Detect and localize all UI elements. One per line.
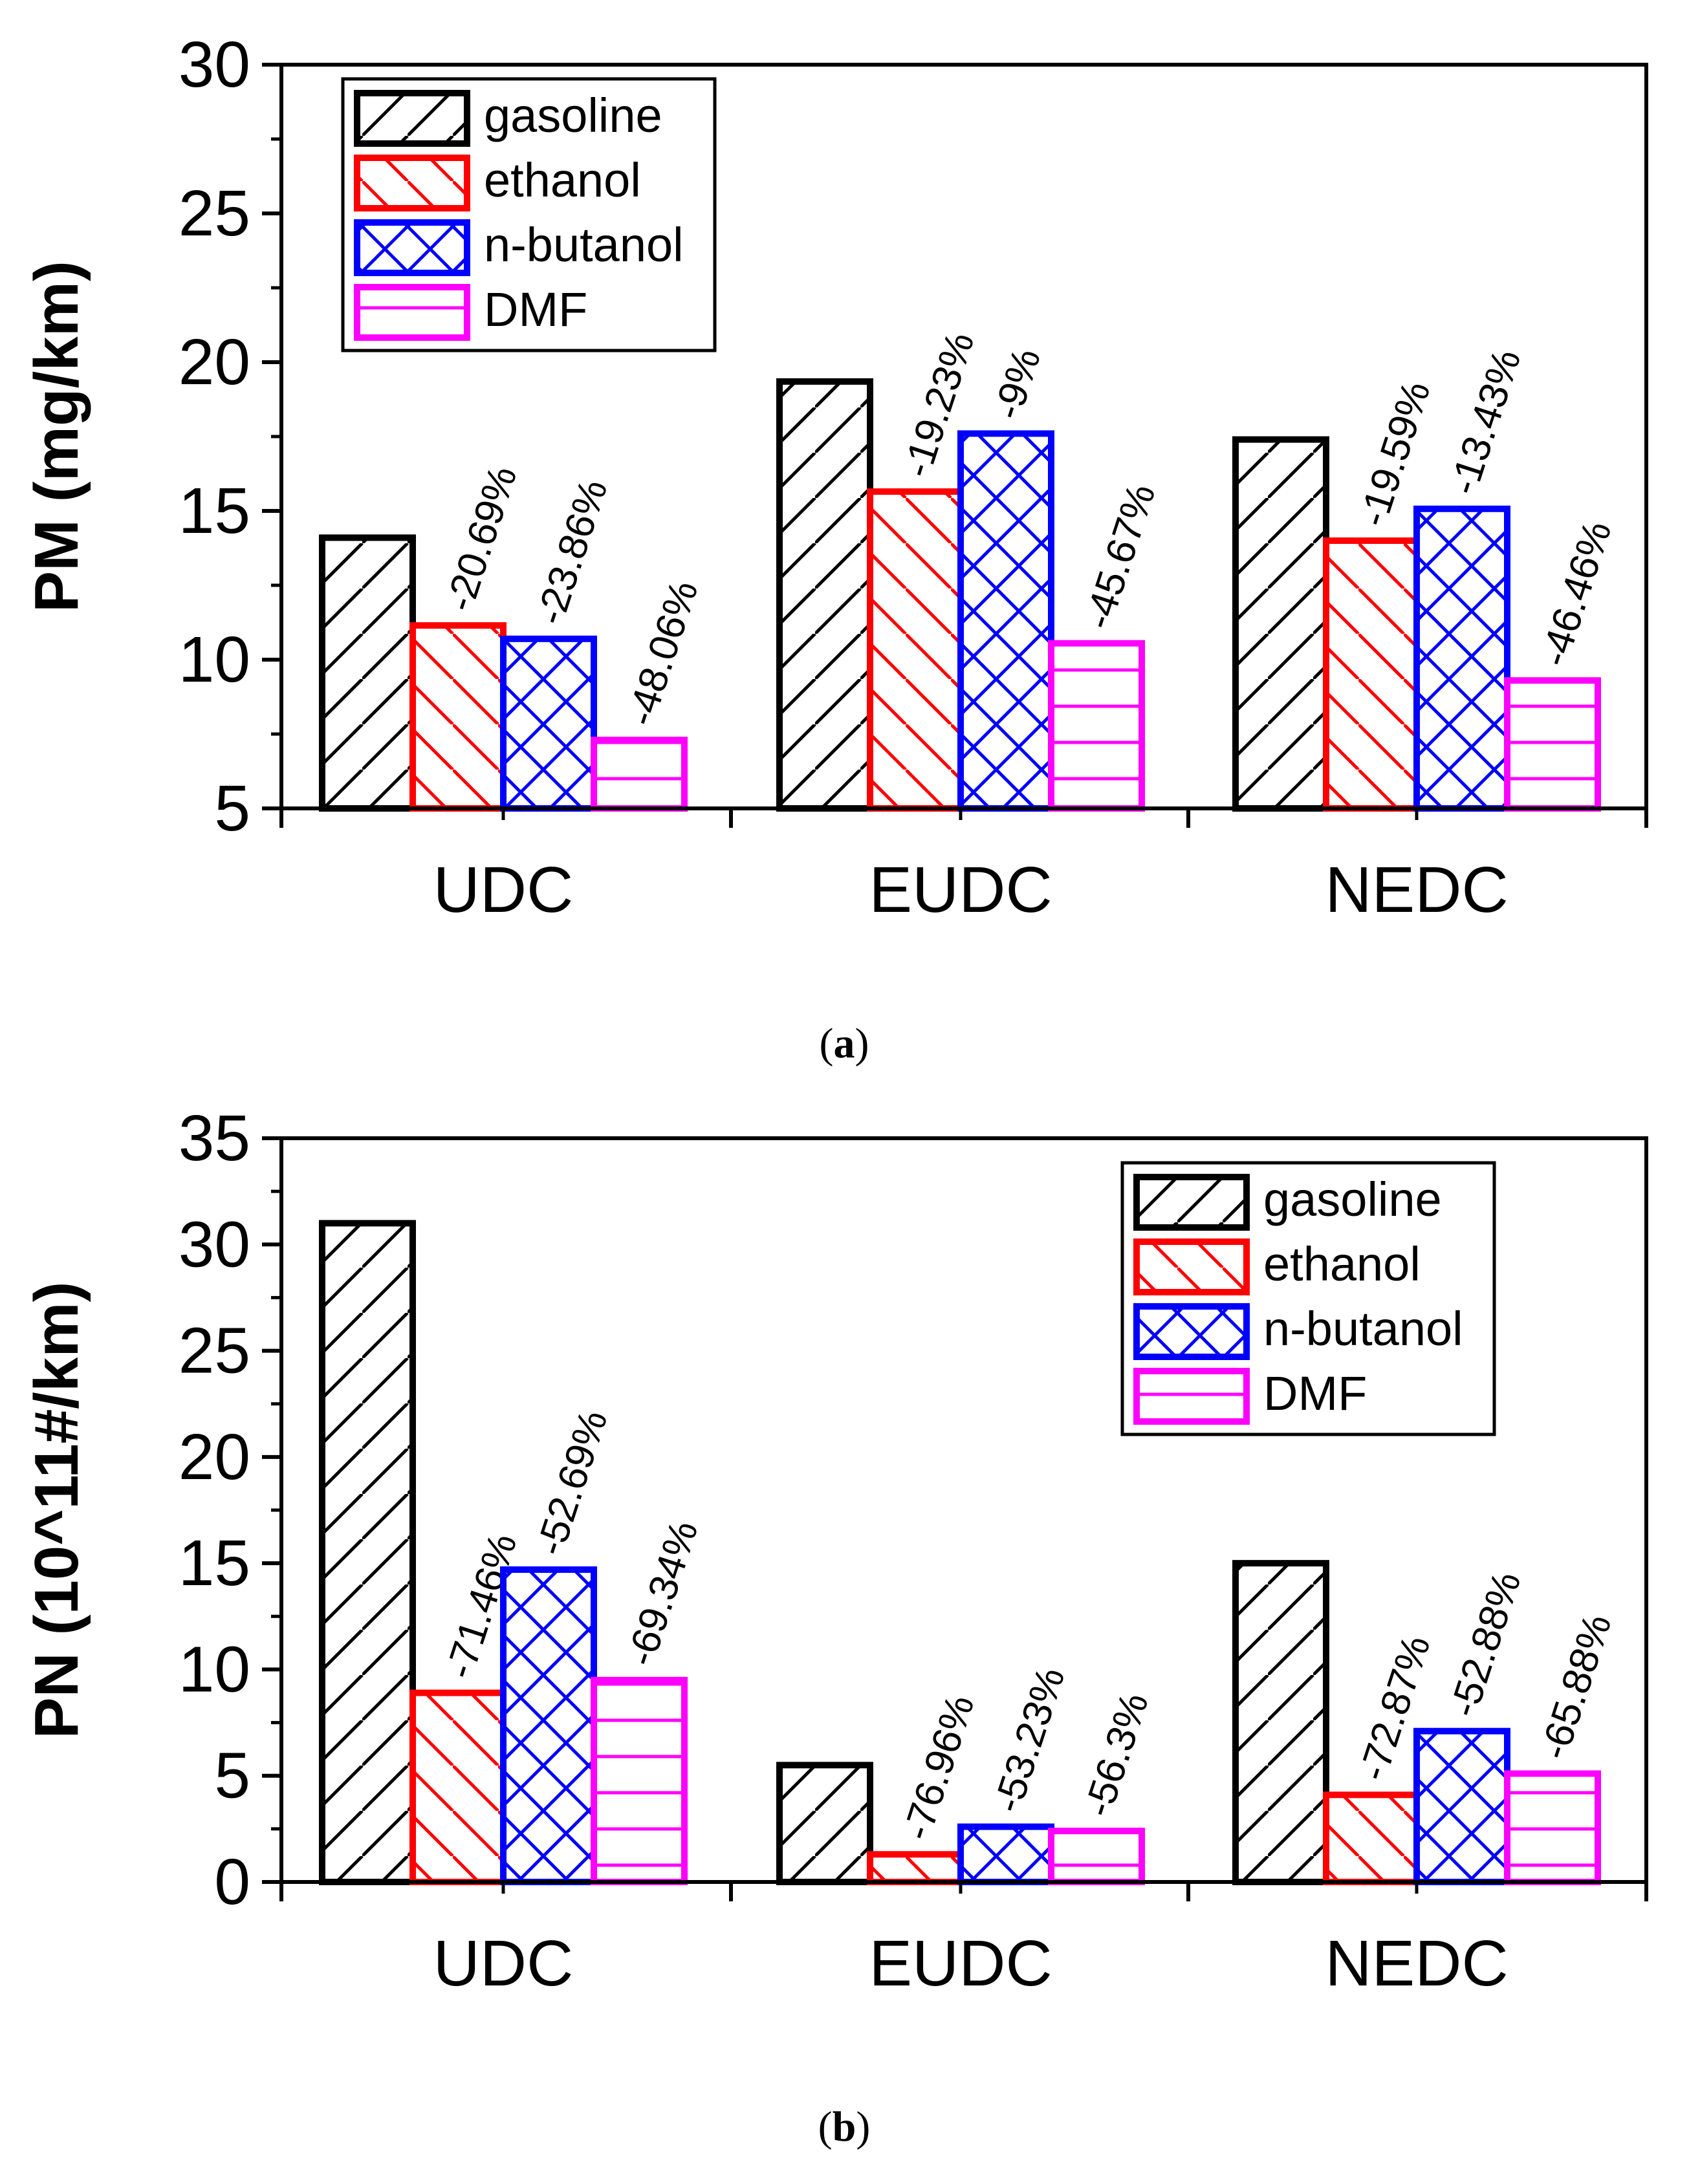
bar-nedc-ethanol [1323, 537, 1420, 812]
bar-nedc-gasoline [1232, 1560, 1329, 1885]
bar-udc-n-butanol [500, 1566, 597, 1885]
legend-label-ethanol: ethanol [1263, 1237, 1421, 1291]
data-label-udc-ethanol: -20.69% [437, 460, 526, 616]
legend-label-gasoline: gasoline [484, 89, 662, 142]
bar-udc-dmf [591, 1676, 688, 1886]
legend-swatch-gasoline [354, 90, 470, 147]
legend-swatch-dmf [354, 284, 470, 341]
bar-eudc-n-butanol [957, 1823, 1054, 1886]
legend-swatch-n-butanol [354, 219, 470, 276]
y-tick-label: 20 [179, 1421, 250, 1493]
data-label-udc-n-butanol: -52.69% [528, 1405, 616, 1561]
chart-panel-b: -71.46%-52.69%-69.34%-76.96% -53.23% -56.3… [22, 1102, 1648, 2150]
y-tick-label: 5 [214, 772, 250, 845]
data-label-nedc-n-butanol: -52.88% [1441, 1566, 1530, 1722]
legend-swatch-dmf [1133, 1368, 1250, 1425]
bar-udc-gasoline [319, 1220, 416, 1885]
bar-udc-dmf [591, 737, 688, 812]
y-tick-label: 10 [179, 1633, 250, 1705]
legend: gasoline ethanol n-butanol DMF [1120, 1161, 1496, 1436]
data-label-nedc-dmf: -46.46% [1532, 516, 1620, 672]
data-label-nedc-dmf: -65.88% [1532, 1609, 1620, 1765]
y-tick-label: 0 [214, 1846, 250, 1918]
y-tick-label: 15 [179, 475, 250, 547]
y-tick-label: 10 [179, 623, 250, 696]
y-tick-label: 30 [179, 28, 250, 101]
data-label-udc-dmf: -48.06% [618, 576, 707, 731]
y-axis-label: PN (10^11#/km) [22, 1281, 91, 1738]
panel-caption: (b) [818, 2103, 871, 2150]
bar-nedc-gasoline [1232, 436, 1329, 812]
bar-udc-n-butanol [500, 635, 597, 812]
legend-swatch-ethanol [354, 155, 470, 211]
bar-eudc-gasoline [776, 378, 873, 812]
data-label-eudc-dmf: -45.67% [1076, 479, 1164, 634]
legend-label-n-butanol: n-butanol [1263, 1302, 1463, 1356]
data-label-udc-n-butanol: -23.86% [528, 474, 616, 630]
bar-udc-gasoline [319, 534, 416, 812]
y-tick-label: 15 [179, 1527, 250, 1599]
x-tick-label-nedc: NEDC [1325, 854, 1508, 926]
bar-eudc-dmf [1048, 1828, 1145, 1885]
y-tick-label: 20 [179, 326, 250, 398]
legend-swatch-gasoline [1133, 1174, 1250, 1231]
data-label-eudc-n-butanol: -53.23% [985, 1662, 1074, 1818]
x-tick-label-nedc: NEDC [1325, 1927, 1508, 2000]
chart-panel-a: -20.69% -23.86%-48.06%-19.23% -9%-45.67%-1… [22, 28, 1648, 1067]
y-tick-label: 35 [179, 1102, 250, 1174]
legend-label-dmf: DMF [1263, 1367, 1367, 1420]
bar-eudc-dmf [1048, 640, 1145, 812]
y-tick-label: 25 [179, 177, 250, 250]
bar-udc-ethanol [409, 622, 507, 812]
legend-label-dmf: DMF [484, 283, 587, 336]
x-tick-label-udc: UDC [433, 854, 574, 926]
data-label-nedc-n-butanol: -13.43% [1441, 344, 1530, 500]
bar-nedc-n-butanol [1413, 1727, 1510, 1886]
data-label-eudc-dmf: -56.3% [1076, 1687, 1157, 1822]
legend: gasoline ethanol n-butanol DMF [341, 77, 717, 352]
bar-nedc-ethanol [1323, 1791, 1420, 1885]
bar-udc-ethanol [409, 1689, 507, 1886]
x-tick-label-udc: UDC [433, 1927, 574, 2000]
y-tick-label: 25 [179, 1315, 250, 1387]
legend-label-n-butanol: n-butanol [484, 218, 684, 272]
data-label-eudc-n-butanol: -9% [985, 343, 1050, 425]
legend-swatch-n-butanol [1133, 1303, 1250, 1360]
y-tick-label: 5 [214, 1740, 250, 1812]
bar-eudc-ethanol [867, 488, 964, 812]
x-tick-label-eudc: EUDC [869, 854, 1052, 926]
bar-nedc-dmf [1504, 1770, 1601, 1885]
bar-nedc-dmf [1504, 677, 1601, 812]
legend-label-gasoline: gasoline [1263, 1173, 1442, 1226]
x-tick-label-eudc: EUDC [869, 1927, 1052, 2000]
legend-swatch-ethanol [1133, 1238, 1250, 1295]
y-tick-label: 30 [179, 1208, 250, 1281]
bar-eudc-n-butanol [957, 430, 1054, 812]
panel-caption: (a) [820, 1020, 869, 1067]
bar-eudc-gasoline [776, 1762, 873, 1885]
bar-nedc-n-butanol [1413, 505, 1510, 812]
data-label-eudc-ethanol: -76.96% [895, 1690, 983, 1846]
bar-eudc-ethanol [867, 1851, 964, 1885]
y-axis-label: PM (mg/km) [22, 261, 91, 612]
data-label-udc-dmf: -69.34% [618, 1515, 707, 1671]
legend-label-ethanol: ethanol [484, 153, 641, 207]
